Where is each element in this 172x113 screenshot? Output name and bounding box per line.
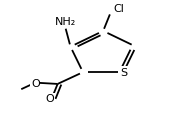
Text: O: O [46, 93, 55, 103]
Text: O: O [31, 78, 40, 88]
Text: S: S [120, 68, 127, 78]
Text: NH₂: NH₂ [55, 17, 76, 27]
Text: Cl: Cl [113, 4, 124, 14]
